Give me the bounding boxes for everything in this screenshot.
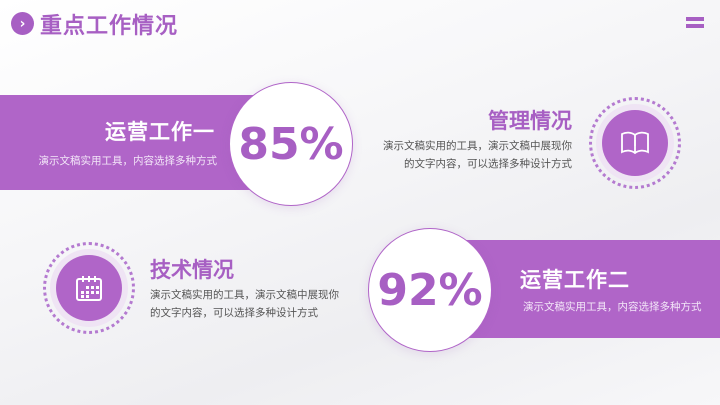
desc-line: 的文字内容，可以选择多种设计方式	[404, 158, 572, 170]
card-title: 管理情况	[488, 109, 572, 133]
card-title: 运营工作二	[520, 268, 630, 292]
card-desc: 演示文稿实用的工具，演示文稿中展现你 的文字内容，可以选择多种设计方式	[383, 137, 572, 173]
book-icon	[602, 110, 668, 176]
dotted-ring	[43, 242, 135, 334]
chevron-right-circle-icon: ›	[11, 12, 34, 35]
percent-circle-2: 92%	[368, 228, 492, 352]
calendar-icon	[56, 255, 122, 321]
percent-value: 92%	[377, 264, 483, 316]
desc-line: 演示文稿实用的工具，演示文稿中展现你	[383, 140, 572, 152]
card-desc: 演示文稿实用工具，内容选择多种方式	[523, 301, 702, 313]
desc-line: 的文字内容，可以选择多种设计方式	[150, 307, 318, 319]
dotted-ring	[589, 97, 681, 189]
card-desc: 演示文稿实用的工具，演示文稿中展现你 的文字内容，可以选择多种设计方式	[150, 286, 339, 322]
page-title: 重点工作情况	[40, 14, 179, 39]
desc-line: 演示文稿实用的工具，演示文稿中展现你	[150, 289, 339, 301]
menu-icon[interactable]	[686, 17, 704, 29]
percent-circle-1: 85%	[229, 82, 353, 206]
card-band-1	[0, 95, 260, 190]
card-title: 技术情况	[150, 258, 234, 282]
card-title: 运营工作一	[105, 120, 215, 144]
percent-value: 85%	[238, 118, 344, 170]
card-desc: 演示文稿实用工具，内容选择多种方式	[38, 155, 218, 167]
